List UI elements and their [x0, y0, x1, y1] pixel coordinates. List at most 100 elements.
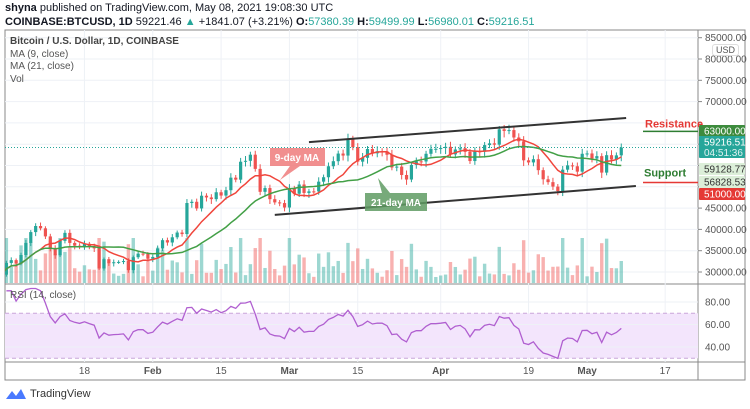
candle-body	[424, 153, 428, 162]
volume-bar	[380, 276, 384, 283]
tradingview-logo-icon	[6, 389, 26, 399]
volume-bar	[136, 264, 140, 283]
volume-bar	[443, 274, 448, 283]
volume-bar	[317, 253, 321, 283]
candle-body	[370, 149, 374, 154]
upper-channel-trendline	[308, 117, 627, 144]
ma9-line	[5, 138, 622, 272]
candle-body	[278, 202, 282, 204]
currency-button[interactable]: USD	[712, 44, 740, 56]
legend-vol[interactable]: Vol	[10, 73, 24, 85]
candle-body	[429, 148, 433, 154]
candle-body	[9, 260, 13, 263]
volume-bar	[351, 261, 355, 283]
volume-bar	[614, 268, 619, 283]
volume-bar	[341, 272, 345, 283]
candle-body	[287, 188, 292, 208]
candle-body	[605, 155, 609, 173]
price-tick-label: 30000.00	[705, 268, 747, 279]
high-label: H:	[357, 16, 369, 28]
candle-body	[292, 188, 296, 194]
rsi-tick-label: 80.00	[705, 298, 730, 309]
volume-bar	[575, 265, 580, 283]
candle-body	[248, 154, 252, 161]
volume-bar	[453, 266, 458, 283]
volume-bar	[404, 266, 409, 283]
volume-bar	[419, 276, 423, 283]
volume-bar	[307, 273, 311, 283]
candle-body	[419, 161, 423, 163]
volume-bar	[0, 267, 3, 283]
volume-bar	[287, 238, 292, 283]
price-label-ma21	[699, 176, 745, 188]
rsi-legend[interactable]: RSI (14, close)	[10, 290, 77, 301]
volume-bar	[248, 264, 253, 283]
candle-body	[512, 130, 516, 138]
candle-body	[243, 160, 248, 162]
candle-body	[14, 260, 18, 264]
volume-bar	[224, 263, 228, 283]
candle-body	[497, 129, 501, 145]
volume-bar	[439, 275, 443, 283]
volume-bar	[243, 275, 248, 283]
publisher: shyna	[5, 2, 37, 14]
candle-body	[63, 232, 67, 241]
chart-frame	[4, 29, 746, 381]
volume-bar	[273, 268, 277, 283]
candle-body	[575, 166, 579, 172]
time-tick-label: 17	[660, 366, 672, 377]
price-label-text: 59216.51	[704, 138, 746, 149]
candle-body	[73, 242, 77, 246]
support-label: Support	[644, 168, 686, 180]
candle-body	[483, 145, 487, 152]
volume-bar	[238, 238, 243, 283]
candle-body	[53, 248, 57, 256]
volume-bar	[321, 266, 326, 283]
volume-bar	[165, 269, 170, 283]
candle-body	[146, 253, 150, 259]
candle-body	[112, 262, 116, 264]
volume-bar	[214, 259, 218, 283]
volume-bar	[385, 270, 389, 283]
candle-body	[492, 143, 496, 145]
volume-bar	[478, 276, 482, 283]
volume-bar	[121, 273, 126, 283]
volume-bar	[9, 266, 13, 283]
candle-body	[536, 159, 540, 171]
candle-body	[219, 192, 223, 196]
low-label: L:	[417, 16, 429, 28]
volume-bar	[590, 266, 594, 283]
volume-bar	[199, 243, 204, 283]
published-text: published on TradingView.com, May 08, 20…	[39, 2, 334, 14]
legend-ma21[interactable]: MA (21, close)	[10, 61, 74, 72]
candle-body	[199, 195, 204, 209]
price-label-text: 56828.53	[704, 178, 746, 189]
volume-bar	[58, 238, 62, 283]
legend-ma9[interactable]: MA (9, close)	[10, 48, 69, 60]
volume-bar	[526, 272, 531, 283]
volume-bar	[234, 272, 238, 283]
candle-body	[107, 259, 111, 264]
volume-bar	[87, 269, 92, 283]
candle-body	[531, 159, 536, 163]
tradingview-logo[interactable]: TradingView	[5, 387, 91, 401]
open-label: O:	[295, 16, 309, 28]
close-label: C:	[477, 16, 489, 28]
volume-bar	[468, 258, 472, 283]
volume-bar	[399, 259, 404, 283]
price-label-resistance	[699, 125, 745, 137]
volume-bar	[556, 266, 560, 283]
volume-bar	[502, 273, 506, 283]
volume-bar	[112, 273, 116, 283]
candle-body	[48, 236, 52, 249]
volume-bar	[346, 242, 350, 283]
candle-body	[400, 166, 404, 175]
volume-bar	[141, 276, 145, 283]
price-tick-label: 85000.00	[705, 33, 747, 44]
candle-body	[229, 177, 233, 191]
low-value: 56980.01	[428, 16, 474, 28]
volume-bar	[424, 260, 428, 283]
candle-body	[151, 256, 155, 259]
rsi-line	[6, 287, 622, 360]
